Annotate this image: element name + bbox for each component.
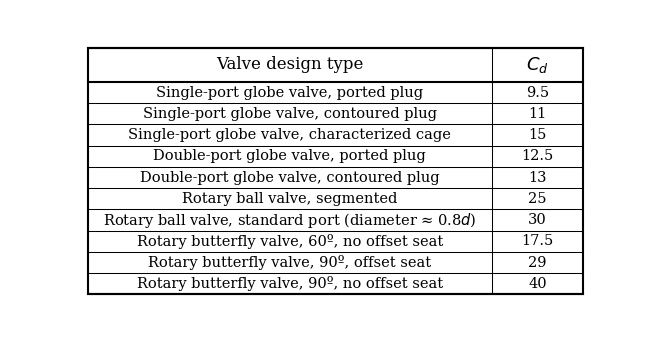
- Text: 40: 40: [529, 277, 547, 291]
- Text: Single-port globe valve, characterized cage: Single-port globe valve, characterized c…: [128, 128, 451, 142]
- Text: 9.5: 9.5: [526, 86, 549, 100]
- Text: Rotary butterfly valve, 90º, offset seat: Rotary butterfly valve, 90º, offset seat: [148, 255, 432, 270]
- Text: 29: 29: [529, 256, 547, 270]
- Text: $C_d$: $C_d$: [526, 55, 549, 75]
- Text: Valve design type: Valve design type: [216, 57, 364, 74]
- Text: 11: 11: [529, 107, 547, 121]
- Text: 30: 30: [528, 213, 547, 227]
- Text: Single-port globe valve, ported plug: Single-port globe valve, ported plug: [157, 86, 423, 100]
- Text: 15: 15: [529, 128, 547, 142]
- Text: Rotary butterfly valve, 90º, no offset seat: Rotary butterfly valve, 90º, no offset s…: [137, 276, 443, 291]
- Text: Double-port globe valve, contoured plug: Double-port globe valve, contoured plug: [140, 171, 440, 184]
- Text: Rotary ball valve, standard port (diameter ≈ 0.8$d$): Rotary ball valve, standard port (diamet…: [103, 211, 476, 230]
- Text: Rotary ball valve, segmented: Rotary ball valve, segmented: [182, 192, 398, 206]
- Text: 12.5: 12.5: [521, 149, 553, 163]
- Text: 13: 13: [529, 171, 547, 184]
- Text: 17.5: 17.5: [521, 234, 553, 248]
- Text: Double-port globe valve, ported plug: Double-port globe valve, ported plug: [153, 149, 426, 163]
- Text: 25: 25: [529, 192, 547, 206]
- Text: Single-port globe valve, contoured plug: Single-port globe valve, contoured plug: [143, 107, 437, 121]
- Text: Rotary butterfly valve, 60º, no offset seat: Rotary butterfly valve, 60º, no offset s…: [137, 234, 443, 249]
